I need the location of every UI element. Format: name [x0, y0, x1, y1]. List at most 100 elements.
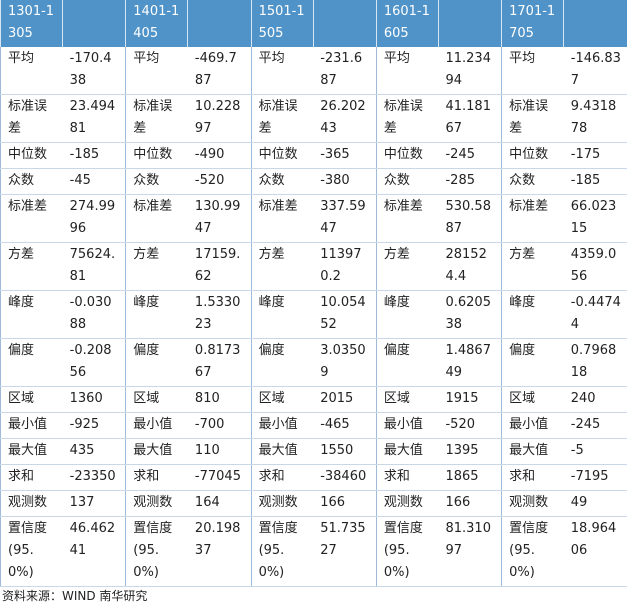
- stat-value: 137: [62, 490, 126, 517]
- table-row: 最小值 -925 最小值 -700 最小值 -465 最小值 -520 最小值 -245: [0, 412, 627, 439]
- stat-label: 求和: [125, 464, 188, 491]
- stat-label: 最大值: [250, 438, 314, 465]
- stat-label: 区域: [501, 386, 564, 413]
- stat-value: 110: [187, 438, 252, 465]
- stat-label: 平均: [250, 47, 314, 95]
- stat-label: 偏度: [375, 338, 439, 387]
- stat-label: 标准误差: [0, 94, 63, 143]
- table-row: 观测数 137 观测数 164 观测数 166 观测数 166 观测数 49: [0, 490, 627, 517]
- stat-value: -146.837: [563, 47, 627, 95]
- stat-label: 标准误差: [375, 94, 439, 143]
- stat-label: 置信度(95.0%): [125, 516, 188, 587]
- stat-label: 区域: [125, 386, 188, 413]
- stat-label: 峰度: [0, 290, 63, 339]
- stat-label: 众数: [501, 168, 564, 195]
- table-row: 中位数 -185 中位数 -490 中位数 -365 中位数 -245 中位数 -175: [0, 142, 627, 169]
- stat-label: 标准误差: [501, 94, 564, 143]
- stat-value: -38460: [313, 464, 377, 491]
- stat-value: 166: [438, 490, 502, 517]
- stat-value: 20.19837: [187, 516, 252, 587]
- stat-value: 66.02315: [563, 194, 627, 243]
- stat-label: 最大值: [375, 438, 439, 465]
- stat-value: 1550: [313, 438, 377, 465]
- stat-label: 方差: [501, 242, 564, 291]
- table-row: 平均 -170.438 平均 -469.787 平均 -231.687 平均 11.23494…: [0, 47, 627, 95]
- stat-value: -245: [438, 142, 502, 169]
- stat-label: 标准差: [125, 194, 188, 243]
- header-cell: 1501-1505: [250, 0, 314, 47]
- stat-value: 1395: [438, 438, 502, 465]
- stat-value: -231.687: [313, 47, 377, 95]
- table-row: 最大值 435 最大值 110 最大值 1550 最大值 1395 最大值 -5: [0, 438, 627, 465]
- stat-label: 标准误差: [125, 94, 188, 143]
- stat-value: 10.22897: [187, 94, 252, 143]
- stat-value: 81.31097: [438, 516, 502, 587]
- stat-label: 峰度: [125, 290, 188, 339]
- stat-label: 偏度: [125, 338, 188, 387]
- stat-value: 530.5887: [438, 194, 502, 243]
- stat-value: -285: [438, 168, 502, 195]
- stat-label: 峰度: [375, 290, 439, 339]
- stat-value: -45: [62, 168, 126, 195]
- table-row: 方差 75624.81 方差 17159.62 方差 113970.2 方差 281524.4…: [0, 242, 627, 291]
- stat-value: 113970.2: [313, 242, 377, 291]
- stat-label: 标准误差: [250, 94, 314, 143]
- stat-value: 130.9947: [187, 194, 252, 243]
- stat-value: -245: [563, 412, 627, 439]
- stat-label: 中位数: [501, 142, 564, 169]
- stat-label: 方差: [0, 242, 63, 291]
- stat-label: 方差: [375, 242, 439, 291]
- table-row: 标准误差 23.49481 标准误差 10.22897 标准误差 26.20243 标准误差…: [0, 94, 627, 143]
- stat-label: 众数: [375, 168, 439, 195]
- stat-value: 9.431878: [563, 94, 627, 143]
- stat-value: 0.817367: [187, 338, 252, 387]
- stat-value: -77045: [187, 464, 252, 491]
- stats-table: 1301-1305 1401-1405 1501-1505 1601-1605 1701…: [0, 0, 627, 587]
- stat-value: -175: [563, 142, 627, 169]
- stat-value: -365: [313, 142, 377, 169]
- stat-label: 方差: [125, 242, 188, 291]
- stat-label: 最小值: [0, 412, 63, 439]
- stat-label: 置信度(95.0%): [250, 516, 314, 587]
- stat-value: -380: [313, 168, 377, 195]
- stat-label: 标准差: [0, 194, 63, 243]
- stat-label: 众数: [125, 168, 188, 195]
- stat-value: 46.46241: [62, 516, 126, 587]
- stat-label: 峰度: [501, 290, 564, 339]
- stat-value: 11.23494: [438, 47, 502, 95]
- stat-value: -0.03088: [62, 290, 126, 339]
- stat-label: 区域: [250, 386, 314, 413]
- stat-value: 435: [62, 438, 126, 465]
- stat-label: 最大值: [501, 438, 564, 465]
- stat-value: 1.486749: [438, 338, 502, 387]
- table-row: 峰度 -0.03088 峰度 1.533023 峰度 10.05452 峰度 0.620538…: [0, 290, 627, 339]
- stat-value: 4359.056: [563, 242, 627, 291]
- stat-value: 166: [313, 490, 377, 517]
- stat-value: -465: [313, 412, 377, 439]
- stat-label: 求和: [0, 464, 63, 491]
- stat-value: 281524.4: [438, 242, 502, 291]
- stat-label: 平均: [0, 47, 63, 95]
- stat-value: -700: [187, 412, 252, 439]
- table-row: 偏度 -0.20856 偏度 0.817367 偏度 3.03509 偏度 1.486749 偏…: [0, 338, 627, 387]
- table-row: 众数 -45 众数 -520 众数 -380 众数 -285 众数 -185: [0, 168, 627, 195]
- stat-label: 观测数: [501, 490, 564, 517]
- stat-value: 75624.81: [62, 242, 126, 291]
- stat-label: 众数: [0, 168, 63, 195]
- stat-label: 区域: [375, 386, 439, 413]
- stat-label: 中位数: [125, 142, 188, 169]
- stat-label: 众数: [250, 168, 314, 195]
- stat-value: 1360: [62, 386, 126, 413]
- stat-label: 中位数: [250, 142, 314, 169]
- stat-value: 1.533023: [187, 290, 252, 339]
- stat-label: 最小值: [125, 412, 188, 439]
- stat-value: 274.9996: [62, 194, 126, 243]
- stat-label: 区域: [0, 386, 63, 413]
- stat-label: 求和: [250, 464, 314, 491]
- stat-label: 最小值: [501, 412, 564, 439]
- stat-label: 置信度(95.0%): [0, 516, 63, 587]
- stat-label: 中位数: [375, 142, 439, 169]
- header-blank: [563, 0, 627, 47]
- stat-value: 2015: [313, 386, 377, 413]
